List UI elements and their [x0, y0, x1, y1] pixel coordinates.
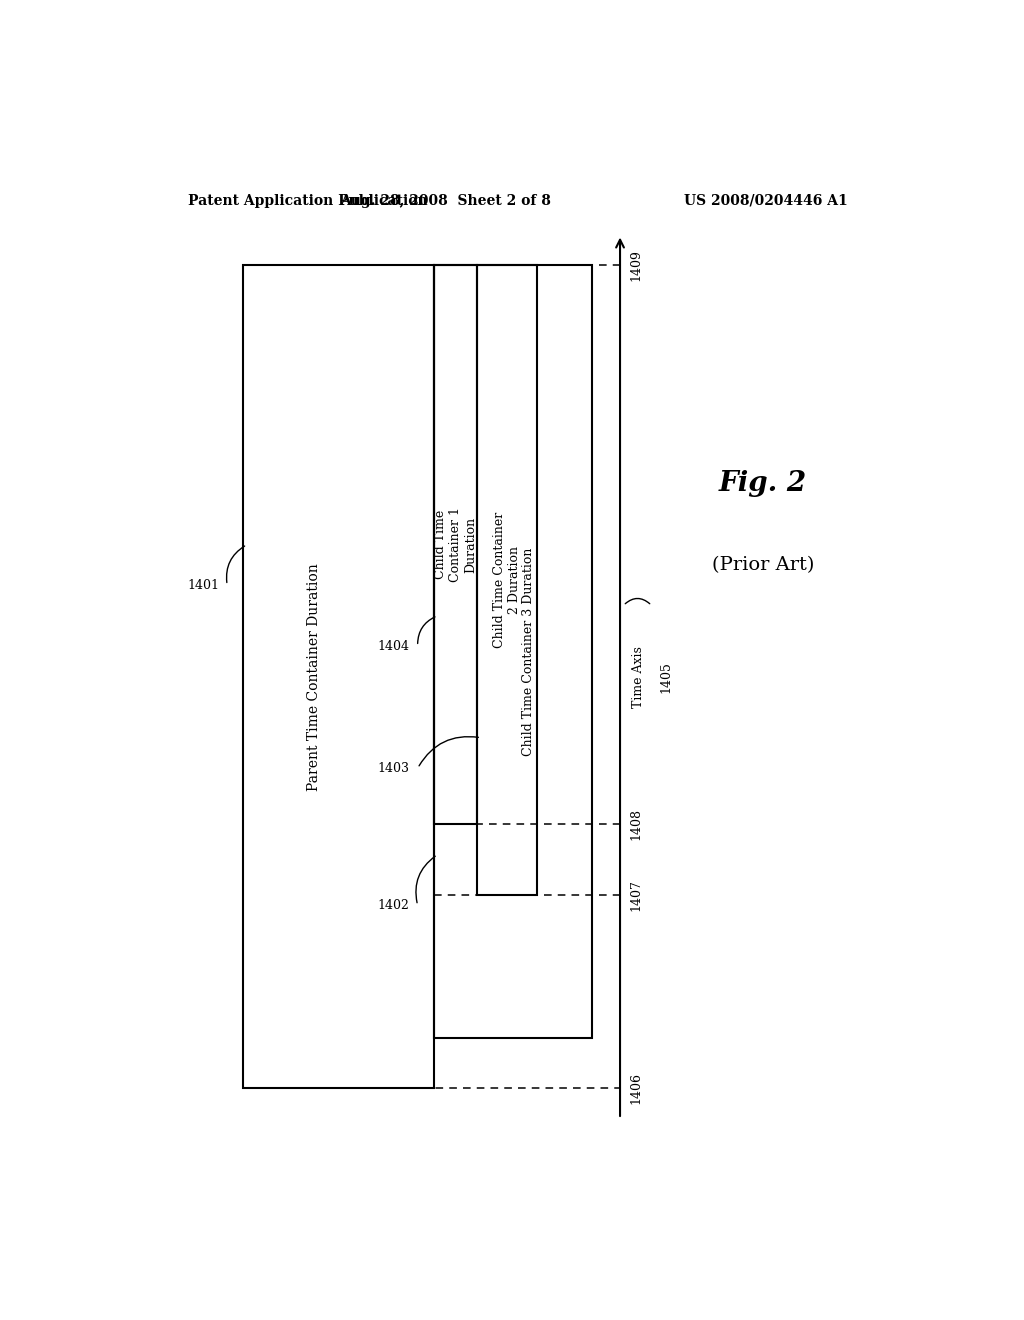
- Text: Aug. 28, 2008  Sheet 2 of 8: Aug. 28, 2008 Sheet 2 of 8: [340, 194, 551, 209]
- Text: 1401: 1401: [187, 578, 219, 591]
- Text: Patent Application Publication: Patent Application Publication: [187, 194, 427, 209]
- Text: 1402: 1402: [378, 899, 410, 912]
- Bar: [477, 265, 537, 895]
- Text: US 2008/0204446 A1: US 2008/0204446 A1: [684, 194, 847, 209]
- Text: 1407: 1407: [630, 879, 642, 911]
- Bar: [433, 265, 592, 1038]
- Text: 1408: 1408: [630, 808, 642, 840]
- Text: Child Time
Container 1
Duration: Child Time Container 1 Duration: [434, 507, 477, 582]
- Bar: [433, 265, 477, 824]
- Text: 1406: 1406: [630, 1072, 642, 1105]
- Text: 1405: 1405: [659, 661, 673, 693]
- Text: Parent Time Container Duration: Parent Time Container Duration: [307, 562, 322, 791]
- Text: 1404: 1404: [378, 640, 410, 653]
- Text: Fig. 2: Fig. 2: [719, 470, 807, 498]
- Text: Time Axis: Time Axis: [632, 645, 645, 708]
- Text: 1403: 1403: [378, 762, 410, 775]
- Text: Child Time Container
2 Duration: Child Time Container 2 Duration: [493, 512, 521, 648]
- Text: Child Time Container 3 Duration: Child Time Container 3 Duration: [522, 548, 536, 755]
- Bar: [243, 265, 433, 1089]
- Text: 1409: 1409: [630, 249, 642, 281]
- Text: (Prior Art): (Prior Art): [712, 556, 814, 574]
